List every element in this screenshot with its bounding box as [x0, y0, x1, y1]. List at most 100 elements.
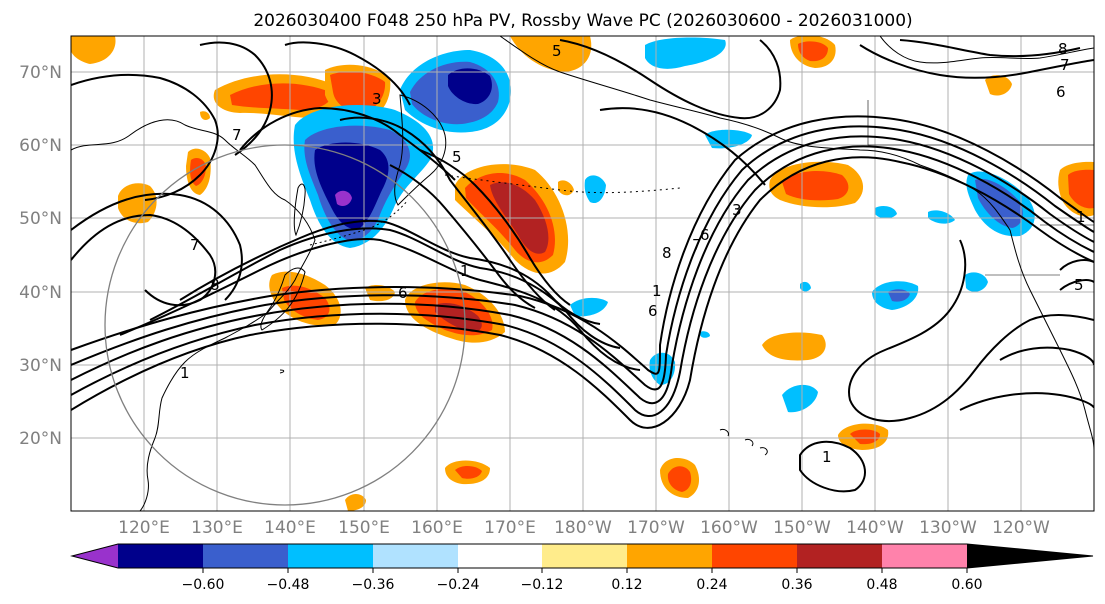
- contour-line: [71, 213, 217, 307]
- colorbar-ticks: [202, 568, 968, 573]
- coastline-asia: [71, 119, 316, 511]
- contour-label: 3: [372, 90, 382, 108]
- contour-line: [899, 39, 1081, 58]
- lon-tick-label: 130°W: [919, 518, 977, 538]
- anomaly-patch: [800, 281, 811, 292]
- anomaly-patch: [448, 68, 492, 105]
- colorbar-tick-label: −0.48: [267, 577, 310, 593]
- colorbar-tick-label: 0.12: [611, 577, 642, 593]
- contour-label: 8: [662, 244, 672, 262]
- contour-line: [199, 41, 273, 156]
- contour-label: 6: [1056, 83, 1066, 101]
- contour-label: 8: [210, 276, 220, 294]
- colorbar-swatch: [797, 544, 882, 568]
- contour-label: 1: [460, 262, 470, 280]
- colorbar-swatch: [288, 544, 373, 568]
- anomaly-patch: [782, 384, 818, 413]
- contour-line: [119, 238, 641, 371]
- contour-line: [1059, 259, 1094, 291]
- contour-label: 6: [648, 302, 658, 320]
- colorbar-swatch: [72, 544, 118, 568]
- colorbar-swatch: [203, 544, 288, 568]
- contour-line: [848, 239, 1094, 422]
- lon-tick-label: 180°W: [554, 518, 612, 538]
- colorbar-swatch: [542, 544, 627, 568]
- lon-tick-label: 120°W: [992, 518, 1050, 538]
- anomaly-patch: [965, 272, 988, 292]
- lon-tick-label: 160°W: [700, 518, 758, 538]
- lon-tick-label: 150°W: [773, 518, 831, 538]
- contour-line: [419, 149, 571, 306]
- coastline-kamchatka: [394, 94, 447, 206]
- lat-tick-label: 60°N: [19, 136, 62, 156]
- colorbar-tick-label: 0.36: [781, 577, 812, 593]
- lon-tick-label: 140°E: [264, 518, 316, 538]
- lat-tick-label: 70°N: [19, 63, 62, 83]
- contour-label: 1: [822, 448, 832, 466]
- colorbar: −0.60 −0.48 −0.36 −0.24 −0.12 0.12 0.24 …: [70, 543, 1094, 593]
- lon-tick-label: 170°W: [627, 518, 685, 538]
- contour-label: 5: [452, 148, 462, 166]
- coastline-sakhalin: [293, 183, 306, 237]
- lon-tick-label: 120°E: [118, 518, 170, 538]
- anomaly-patch: [584, 175, 606, 204]
- contour-line: [339, 116, 556, 311]
- anomaly-patch: [645, 37, 726, 69]
- contour-line: [859, 44, 1094, 79]
- contour-label: 5: [552, 42, 562, 60]
- contour-line: [71, 73, 219, 201]
- contour-line: [799, 440, 866, 493]
- range-circle: [104, 144, 466, 506]
- contour-label: 6: [398, 284, 408, 302]
- lat-tick-label: 30°N: [19, 356, 62, 376]
- colorbar-tick-label: 0.60: [951, 577, 982, 593]
- lon-tick-label: 130°E: [191, 518, 243, 538]
- anomaly-patch: [667, 466, 692, 492]
- anomaly-patch: [71, 36, 116, 64]
- colorbar-tick-label: −0.12: [521, 577, 564, 593]
- map-title: 2026030400 F048 250 hPa PV, Rossby Wave …: [253, 11, 912, 31]
- anomaly-patch: [455, 465, 482, 479]
- contour-label: 7: [232, 126, 242, 144]
- contour-line: [284, 41, 411, 106]
- anomaly-patch: [118, 183, 157, 224]
- contour-line: [999, 346, 1094, 366]
- lat-tick-label: 20°N: [19, 429, 62, 449]
- colorbar-swatch: [882, 544, 967, 568]
- anomaly-patch: [200, 111, 210, 120]
- colorbar-swatch: [627, 544, 712, 568]
- coastline-aleutians: [444, 174, 681, 194]
- lon-tick-label: 140°W: [846, 518, 904, 538]
- anomaly-patch: [282, 285, 330, 320]
- colorbar-swatch: [118, 544, 203, 568]
- contour-line: [71, 156, 1094, 429]
- contour-line: [599, 107, 766, 186]
- contour-line: [71, 145, 1094, 417]
- anomaly-patch: [510, 36, 592, 72]
- contour-line: [71, 125, 1094, 391]
- longitude-axis: 120°E 130°E 140°E 150°E 160°E 170°E 180°…: [118, 518, 1050, 538]
- contour-label: 1: [652, 282, 662, 300]
- contour-label: 7: [692, 236, 702, 254]
- contour-line: [559, 39, 782, 120]
- lon-tick-label: 160°E: [411, 518, 463, 538]
- contour-label: 7: [190, 236, 200, 254]
- latitude-axis: 20°N 30°N 40°N 50°N 60°N 70°N: [19, 63, 62, 449]
- anomaly-patch: [314, 142, 389, 229]
- colorbar-swatch: [712, 544, 797, 568]
- contour-label-group: 5 3 7 7 8 5 1 1 6 6 1 8 7 6 3 1 1 8 7 6: [180, 40, 1086, 466]
- pv-contours: [71, 39, 1094, 493]
- anomaly-patch: [985, 75, 1012, 96]
- coastline-kurils: [309, 199, 409, 246]
- lon-tick-label: 170°E: [484, 518, 536, 538]
- colorbar-tick-label: −0.36: [352, 577, 395, 593]
- anomaly-patch: [330, 71, 386, 113]
- contour-line: [149, 227, 621, 349]
- colorbar-swatch: [373, 544, 458, 568]
- map-frame: [70, 35, 1095, 512]
- contour-label: 3: [732, 201, 742, 219]
- coastline-islands: [279, 369, 768, 456]
- contour-line: [71, 192, 243, 301]
- anomaly-patch: [782, 170, 849, 201]
